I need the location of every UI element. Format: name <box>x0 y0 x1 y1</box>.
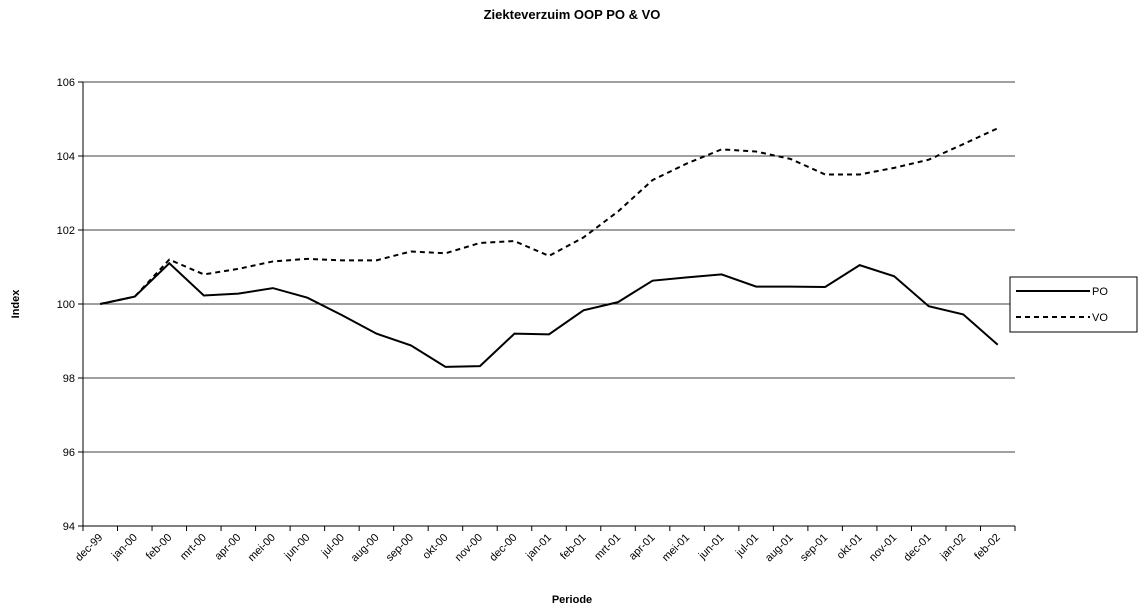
y-tick-label: 98 <box>63 373 75 385</box>
y-axis-title: Index <box>10 289 22 319</box>
x-tick-label: okt-00 <box>420 532 450 562</box>
series-line <box>100 127 999 305</box>
y-tick-label: 100 <box>57 299 75 311</box>
x-tick-label: jan-02 <box>938 532 969 563</box>
x-tick-label: jul-01 <box>733 532 761 560</box>
x-tick-label: feb-00 <box>144 532 175 563</box>
y-tick-label: 102 <box>57 225 75 237</box>
legend-box <box>1009 276 1138 333</box>
x-tick-label: okt-01 <box>835 532 865 562</box>
y-tick-label: 106 <box>57 77 75 89</box>
x-tick-label: jan-01 <box>523 532 554 563</box>
x-tick-label: dec-99 <box>73 532 105 564</box>
y-tick-label: 96 <box>63 447 75 459</box>
x-tick-label: sep-01 <box>798 532 830 564</box>
x-tick-label: jan-00 <box>109 532 140 563</box>
x-tick-label: mei-01 <box>660 532 692 564</box>
x-tick-label: jun-01 <box>696 532 727 563</box>
x-tick-label: dec-01 <box>902 532 934 564</box>
y-tick-label: 94 <box>63 521 75 533</box>
legend-label: PO <box>1092 286 1108 298</box>
x-tick-label: mrt-01 <box>592 532 623 563</box>
x-tick-label: apr-01 <box>627 532 658 563</box>
x-tick-label: mrt-00 <box>178 532 209 563</box>
series-line <box>100 261 999 368</box>
x-tick-label: nov-00 <box>453 532 485 564</box>
x-tick-label: feb-01 <box>558 532 589 563</box>
y-tick-label: 104 <box>57 151 75 163</box>
x-tick-label: feb-02 <box>972 532 1003 563</box>
x-tick-label: sep-00 <box>384 532 416 564</box>
x-tick-label: jun-00 <box>282 532 313 563</box>
x-tick-label: aug-01 <box>763 532 796 565</box>
x-tick-label: aug-00 <box>349 532 382 565</box>
x-axis-title: Periode <box>552 594 592 606</box>
legend-label: VO <box>1092 312 1108 324</box>
x-tick-label: nov-01 <box>867 532 899 564</box>
chart-title: Ziekteverzuim OOP PO & VO <box>484 7 661 22</box>
x-tick-label: dec-00 <box>487 532 519 564</box>
x-tick-label: mei-00 <box>246 532 278 564</box>
x-tick-label: apr-00 <box>212 532 243 563</box>
x-tick-label: jul-00 <box>319 532 347 560</box>
